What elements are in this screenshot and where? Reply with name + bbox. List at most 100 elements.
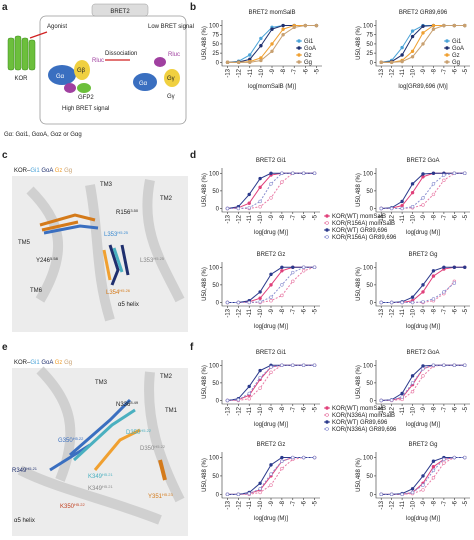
x-tick-label: -5 (314, 68, 320, 74)
data-point (410, 487, 415, 491)
x-tick-label: -11 (400, 68, 406, 77)
low-label: Low BRET signal (148, 24, 194, 30)
label: G350H5.22 (58, 436, 84, 444)
data-point (270, 49, 274, 53)
x-axis-label: log[momSalB (M)] (248, 84, 296, 90)
y-tick-label: 100 (209, 24, 220, 30)
y-tick-label: 100 (363, 171, 374, 177)
data-point (379, 300, 383, 305)
data-point (410, 190, 415, 195)
series-line (381, 364, 465, 401)
chart-title: BRET2 Gi1 (256, 158, 287, 164)
data-point (291, 363, 295, 367)
x-tick-label: -11 (400, 214, 406, 223)
x-tick-label: -10 (258, 214, 264, 223)
axis (221, 452, 320, 499)
x-tick-label: -9 (269, 406, 275, 412)
stick (112, 247, 124, 273)
legend-label: KOR(WT) momSalB (332, 406, 386, 412)
data-point (400, 199, 404, 204)
data-point (236, 300, 241, 305)
data-point (463, 265, 467, 269)
title: KOR–Gi1 GoA Gz Gg (14, 168, 72, 174)
label: R349H5.21 (12, 466, 38, 474)
panel-label: c (2, 150, 8, 161)
label: D350H5.22 (140, 444, 166, 452)
label: K349H5.21 (88, 484, 113, 492)
y-tick-label: 0 (370, 398, 374, 404)
x-tick-label: -6 (452, 214, 458, 220)
data-point (421, 300, 425, 304)
x-tick-label: -6 (452, 308, 458, 314)
data-point (410, 29, 415, 33)
data-point (280, 269, 284, 273)
data-point (291, 265, 295, 269)
x-tick-label: -9 (269, 500, 275, 506)
data-point (431, 297, 436, 301)
axis (221, 168, 320, 213)
series-line (227, 172, 315, 209)
data-point (225, 60, 230, 65)
x-tick-label: -13 (225, 214, 231, 223)
x-tick-label: -13 (379, 500, 385, 509)
data-point (421, 290, 425, 294)
legend-marker (297, 53, 301, 57)
data-point (225, 492, 230, 497)
data-point (431, 274, 436, 278)
data-point (452, 281, 457, 285)
data-point (421, 24, 425, 28)
y-tick-label: 50 (366, 42, 373, 48)
series-line (381, 172, 465, 209)
data-point (259, 44, 263, 48)
x-tick-label: -5 (313, 406, 319, 412)
data-point (280, 459, 284, 463)
header: BRET2 (110, 9, 130, 15)
y-tick-label: 100 (209, 363, 220, 369)
x-tick-label: -13 (225, 406, 231, 415)
data-point (431, 192, 436, 197)
x-tick-label: -13 (379, 68, 385, 77)
label: Y351H5.23 (148, 492, 173, 500)
data-point (431, 459, 436, 463)
x-tick-label: -11 (400, 308, 406, 317)
y-tick-label: 100 (363, 363, 374, 369)
legend-label: KOR(WT) momSalB (332, 214, 386, 220)
y-tick-label: 0 (370, 300, 374, 306)
data-point (442, 290, 446, 294)
x-tick-label: -10 (411, 406, 417, 415)
x-axis-label: log[drug (M)] (406, 516, 440, 522)
label: L353H5.25 (104, 230, 129, 238)
legend-label: KOR(N336A) GR89,696 (332, 427, 397, 433)
stick (93, 428, 141, 471)
y-axis-label: U50,488 (%) (202, 458, 208, 492)
data-point (442, 265, 446, 269)
legend-marker (325, 228, 329, 232)
data-point (410, 490, 415, 495)
x-tick-label: -12 (236, 406, 242, 415)
panel-label: e (2, 342, 8, 353)
ribbon (17, 366, 185, 525)
data-point (269, 171, 273, 175)
x-tick-label: -6 (452, 68, 458, 74)
data-point (431, 171, 436, 175)
data-point (236, 60, 241, 65)
x-tick-label: -9 (421, 214, 427, 220)
chart-title: BRET2 momSalB (248, 10, 295, 16)
data-point (410, 295, 415, 299)
data-point (269, 463, 273, 467)
x-tick-label: -7 (442, 500, 448, 506)
legend-marker (445, 53, 449, 57)
x-tick-label: -13 (379, 308, 385, 317)
legend-marker (297, 46, 301, 50)
data-point (248, 53, 252, 57)
stick (39, 213, 96, 232)
y-axis-label: U50,488 (%) (356, 458, 362, 492)
g-beta-label: Gβ (77, 68, 86, 74)
data-point (258, 205, 262, 209)
data-point (463, 23, 467, 28)
data-point (421, 367, 425, 371)
x-tick-label: -9 (421, 68, 427, 74)
x-tick-label: -8 (280, 500, 286, 506)
series-line (227, 364, 315, 401)
data-point (431, 27, 436, 31)
